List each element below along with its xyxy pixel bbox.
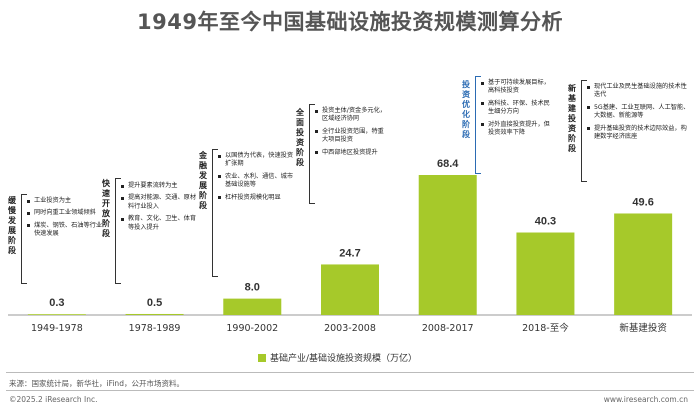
stage-bracket-3 xyxy=(212,149,218,277)
bar-6 xyxy=(516,232,575,315)
stage-1-bullet-3: 煤炭、钢铁、石油等行业快速发展 xyxy=(27,222,107,239)
bar-value-label-7: 49.6 xyxy=(632,196,653,208)
stage-bracket-1 xyxy=(21,194,27,284)
bar-7 xyxy=(614,213,673,315)
stage-bracket-4 xyxy=(309,104,315,204)
website: www.iresearch.com.cn xyxy=(603,395,688,404)
stage-2-bullet-2: 提高对能源、交通、原材料行业投入 xyxy=(121,194,197,211)
stage-6-bullet-2: 5G基建、工业互联网、人工智能、大数据、新能源等 xyxy=(587,104,691,121)
bar-value-label-1: 0.3 xyxy=(49,297,64,309)
stage-bracket-5 xyxy=(475,76,481,174)
stage-bracket-2 xyxy=(115,178,121,284)
legend-swatch xyxy=(258,354,266,362)
stage-6-bullet-1: 现代工业及民生基础设施的技术性迭代 xyxy=(587,83,691,100)
stage-6-bullet-3: 提升基础投资的技术边际效益，构建数字经济底座 xyxy=(587,125,691,142)
bar-1 xyxy=(27,314,86,315)
x-tick-label-5: 2008-2017 xyxy=(422,323,474,334)
stage-label-6: 新基建投资阶段 xyxy=(568,84,576,153)
stage-label-1: 缓慢发展阶段 xyxy=(8,196,16,255)
bar-value-label-6: 40.3 xyxy=(535,216,556,228)
stage-5-bullet-1: 基于可持续发展目标，高科技投资 xyxy=(481,79,555,96)
bar-value-label-2: 0.5 xyxy=(147,297,162,309)
stage-1-bullet-1: 工业投资为主 xyxy=(27,197,107,205)
x-tick-label-6: 2018-至今 xyxy=(522,322,569,334)
stage-5-bullet-3: 对外直接投资提升，但投资效率下降 xyxy=(481,121,555,138)
stage-bracket-6 xyxy=(581,80,587,182)
stage-4-bullet-3: 中西部地区投资提升 xyxy=(315,149,389,157)
stage-3-bullet-3: 杠杆投资规模化明显 xyxy=(218,194,296,202)
x-tick-label-7: 新基建投资 xyxy=(619,322,667,334)
stage-label-4: 全面投资阶段 xyxy=(296,108,304,167)
divider-bottom xyxy=(6,390,694,391)
legend-label: 基础产业/基础设施投资规模（万亿） xyxy=(270,354,418,364)
stage-5-bullet-2: 高科技、环保、技术民生细分方向 xyxy=(481,100,555,117)
x-tick-label-4: 2003-2008 xyxy=(324,323,376,334)
page-title: 1949年至今中国基础设施投资规模测算分析 xyxy=(137,10,563,34)
stage-2-bullet-1: 提升要素流转为主 xyxy=(121,182,197,190)
stage-label-2: 快速开放阶段 xyxy=(102,179,110,238)
stage-1-bullet-2: 同时向重工业领域倾斜 xyxy=(27,209,107,217)
x-tick-label-3: 1990-2002 xyxy=(226,323,278,334)
stage-bullets-5: 基于可持续发展目标，高科技投资 高科技、环保、技术民生细分方向 对外直接投资提升… xyxy=(481,79,555,141)
source-note: 来源：国家统计局，新华社，iFind，公开市场资料。 xyxy=(9,379,184,388)
x-tick-label-1: 1949-1978 xyxy=(31,323,83,334)
stage-bullets-1: 工业投资为主 同时向重工业领域倾斜 煤炭、钢铁、石油等行业快速发展 xyxy=(27,197,107,243)
copyright: ©2025.2 iResearch Inc. xyxy=(9,395,98,404)
stage-label-5: 投资优化阶段 xyxy=(462,80,470,139)
bar-5 xyxy=(418,175,477,315)
bar-2 xyxy=(125,313,184,315)
stage-bullets-6: 现代工业及民生基础设施的技术性迭代 5G基建、工业互联网、人工智能、大数据、新能… xyxy=(587,83,691,145)
stage-4-bullet-2: 全行业投资范围，特重大项目投资 xyxy=(315,128,389,145)
divider-top xyxy=(6,372,694,373)
bar-value-label-5: 68.4 xyxy=(437,158,459,170)
stage-2-bullet-3: 教育、文化、卫生、体育等投入提升 xyxy=(121,215,197,232)
x-tick-label-2: 1978-1989 xyxy=(129,323,181,334)
stage-3-bullet-2: 农业、水利、通信、城市基础设施等 xyxy=(218,173,296,190)
bar-value-label-3: 8.0 xyxy=(245,282,260,294)
bar-value-label-4: 24.7 xyxy=(339,247,360,259)
stage-label-3: 金融发展阶段 xyxy=(199,151,207,210)
stage-bullets-2: 提升要素流转为主 提高对能源、交通、原材料行业投入 教育、文化、卫生、体育等投入… xyxy=(121,182,197,236)
stage-4-bullet-1: 投资主体/资金多元化，区域经济协同 xyxy=(315,107,389,124)
stage-bullets-4: 投资主体/资金多元化，区域经济协同 全行业投资范围，特重大项目投资 中西部地区投… xyxy=(315,107,389,161)
stage-3-bullet-1: 以国债为代表，快速投资扩张期 xyxy=(218,152,296,169)
chart-legend: 基础产业/基础设施投资规模（万亿） xyxy=(258,351,417,364)
stage-bullets-3: 以国债为代表，快速投资扩张期 农业、水利、通信、城市基础设施等 杠杆投资规模化明… xyxy=(218,152,296,206)
bar-3 xyxy=(223,298,282,315)
bar-4 xyxy=(321,264,379,315)
